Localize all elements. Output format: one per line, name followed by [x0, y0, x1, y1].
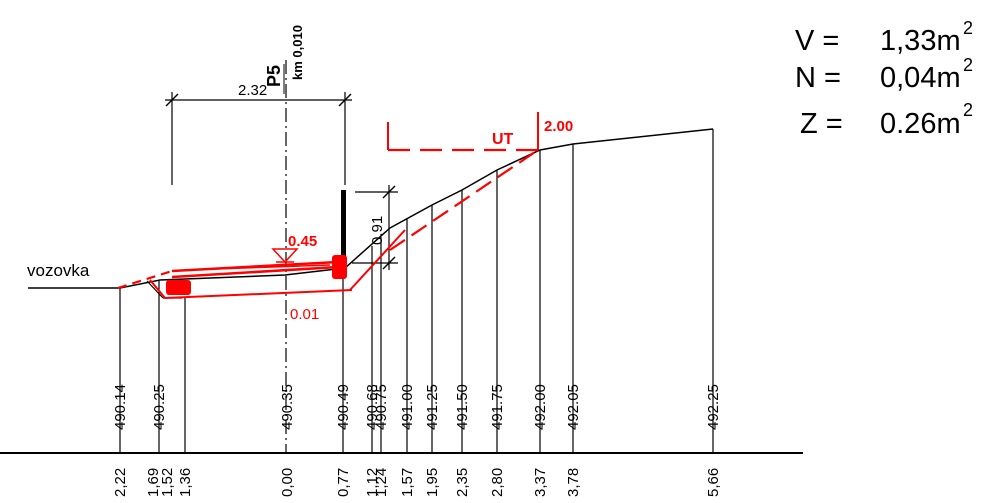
distance-label: 1,12 [364, 468, 381, 497]
width-dim-label: 2.32 [238, 82, 267, 99]
terrain-line [28, 128, 714, 299]
v-label: V = [795, 25, 839, 57]
elevation-label: 490.35 [279, 384, 296, 430]
offset-label: 0.01 [290, 306, 319, 323]
elevation-label: 492.05 [565, 384, 582, 430]
distance-label: 3,37 [532, 468, 549, 497]
distance-label: 0,77 [335, 468, 352, 497]
distance-label: 1,95 [424, 468, 441, 497]
distance-label: 0,00 [279, 468, 296, 497]
design-section: 0.45 0.01 UT 2.00 [117, 112, 573, 323]
left-kerb [166, 280, 191, 295]
distance-label: 5,66 [705, 468, 722, 497]
distance-label: 2,35 [454, 468, 471, 497]
height-dimension: 0.91 [352, 185, 398, 270]
elevation-label: 490.68 [364, 384, 381, 430]
area-summary: V = 1,33m 2 N = 0,04m 2 Z = 0.26m 2 [795, 18, 973, 140]
elevation-label: 492.25 [705, 384, 722, 430]
road-label: vozovka [27, 261, 90, 280]
wall-post [341, 190, 346, 270]
elevation-label: 492.00 [532, 384, 549, 430]
elevation-label: 490.75 [373, 384, 390, 430]
distance-label: 1,57 [399, 468, 416, 497]
elevation-label: 491.00 [399, 384, 416, 430]
distance-label: 2,22 [112, 468, 129, 497]
z-value: 0.26m [880, 108, 961, 140]
elevation-label: 491.25 [424, 384, 441, 430]
width-dimension: 2.32 [165, 82, 352, 185]
n-value: 0,04m [880, 62, 961, 94]
v-superscript: 2 [963, 18, 973, 38]
distance-labels: 2,22 1,69 1,52 1,36 0,00 0,77 1,12 1,24 … [112, 468, 722, 497]
distance-label: 3,78 [565, 468, 582, 497]
elevation-label: 490.49 [335, 384, 352, 430]
level-marker [271, 248, 299, 264]
ut-label: UT [492, 131, 514, 148]
elevation-label: 490.25 [151, 384, 168, 430]
height-dim-label: 0.91 [369, 216, 386, 245]
right-kerb [332, 255, 347, 279]
elevation-label: 491.75 [489, 384, 506, 430]
elevation-labels: 490.14 490.25 490.35 490.49 490.68 490.7… [112, 384, 722, 430]
profile-label: P5 km 0,010 [264, 25, 305, 94]
distance-label: 1,69 [145, 468, 162, 497]
profile-name: P5 [264, 65, 284, 87]
elevation-label: 491.50 [454, 384, 471, 430]
n-label: N = [795, 62, 841, 94]
z-label: Z = [800, 108, 843, 140]
distance-label: 1,24 [373, 468, 390, 497]
distance-label: 2,80 [489, 468, 506, 497]
elevation-label: 490.14 [112, 384, 129, 430]
z-superscript: 2 [963, 100, 973, 120]
n-superscript: 2 [963, 55, 973, 75]
ut-value: 2.00 [544, 118, 573, 135]
distance-label: 1,36 [177, 468, 194, 497]
station-lines [119, 129, 714, 453]
v-value: 1,33m [880, 25, 961, 57]
profile-km: km 0,010 [290, 25, 305, 80]
distance-label: 1,52 [159, 468, 176, 497]
depth-label: 0.45 [288, 233, 317, 250]
